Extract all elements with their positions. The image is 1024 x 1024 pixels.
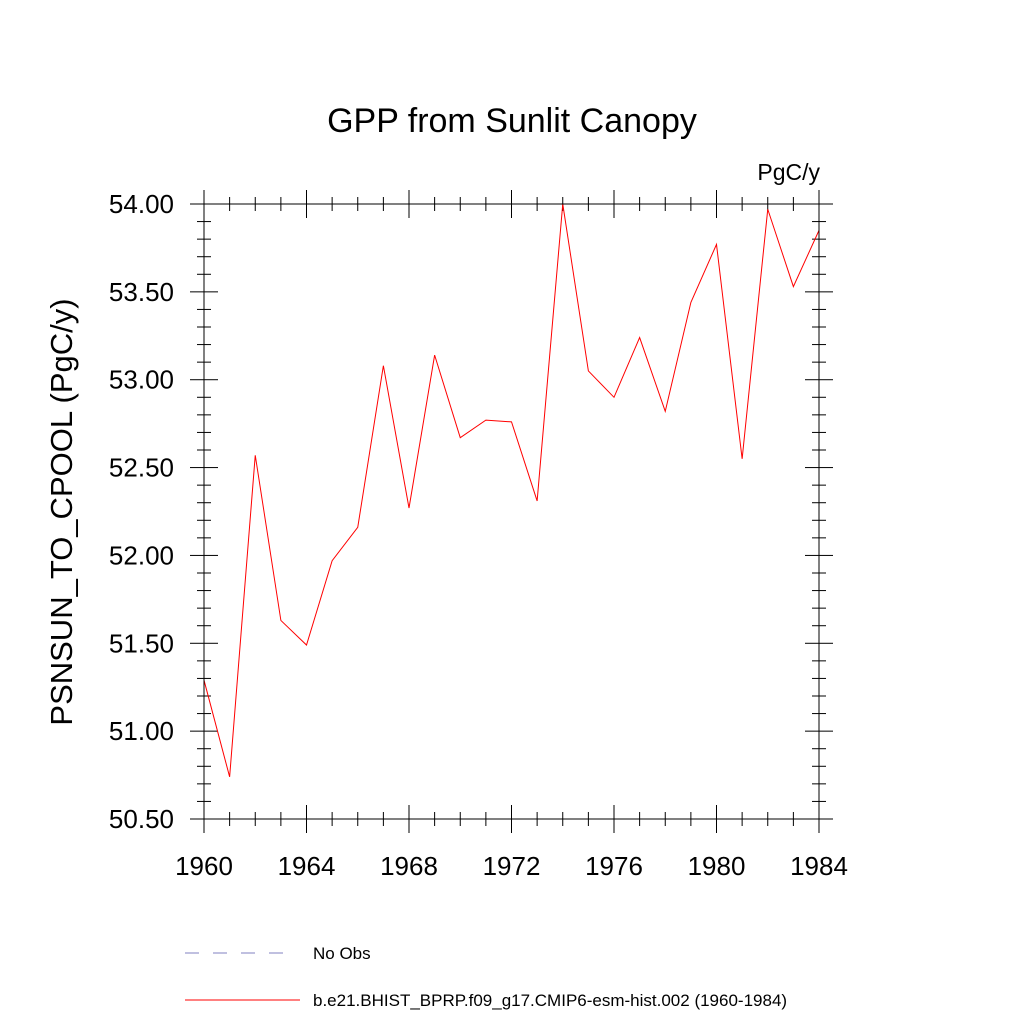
series-line-1: [203, 203, 820, 777]
chart-title: GPP from Sunlit Canopy: [327, 102, 697, 140]
x-tick-labels: 1960 1964 1968 1972 1976 1980 1984: [175, 851, 848, 881]
x-tick-label: 1980: [688, 851, 746, 881]
legend-label-model: b.e21.BHIST_BPRP.f09_g17.CMIP6-esm-hist.…: [313, 991, 787, 1010]
y-tick-label: 53.00: [109, 365, 174, 395]
y-axis-label: PSNSUN_TO_CPOOL (PgC/y): [44, 298, 79, 725]
legend-label-no-obs: No Obs: [313, 944, 371, 963]
legend: No Obs b.e21.BHIST_BPRP.f09_g17.CMIP6-es…: [185, 944, 787, 1010]
y-tick-label: 50.50: [109, 804, 174, 834]
y-tick-label: 52.00: [109, 540, 174, 570]
y-tick-label: 52.50: [109, 453, 174, 483]
x-tick-label: 1984: [790, 851, 848, 881]
x-tick-label: 1964: [278, 851, 336, 881]
y-tick-label: 53.50: [109, 277, 174, 307]
y-tick-label: 54.00: [109, 189, 174, 219]
plot-frame: [203, 203, 820, 820]
series-lines: [203, 203, 820, 777]
y-tick-label: 51.50: [109, 628, 174, 658]
x-tick-label: 1976: [585, 851, 643, 881]
x-tick-label: 1972: [483, 851, 541, 881]
units-label: PgC/y: [757, 159, 820, 185]
axis-ticks: [190, 190, 833, 833]
y-tick-label: 51.00: [109, 716, 174, 746]
x-tick-label: 1968: [380, 851, 438, 881]
x-tick-label: 1960: [175, 851, 233, 881]
y-tick-labels: 50.50 51.00 51.50 52.00 52.50 53.00 53.50 54.00: [109, 189, 174, 834]
